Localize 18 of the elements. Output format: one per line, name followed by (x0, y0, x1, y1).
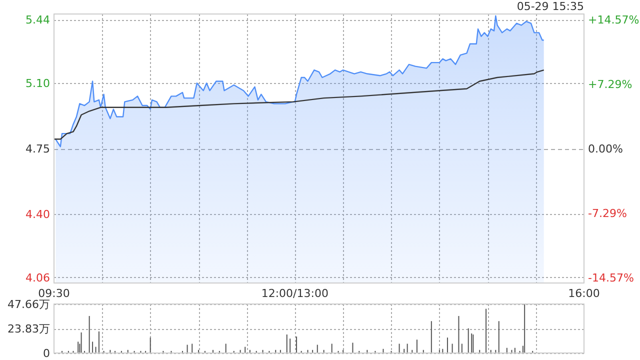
y-tick-label: 5.10 (26, 77, 50, 90)
x-tick-label: 09:30 (38, 287, 70, 300)
y2-tick-label: +7.29% (588, 78, 632, 91)
y2-tick-label: 0.00% (588, 142, 623, 156)
y-tick-label: 4.40 (26, 208, 50, 221)
y-tick-label: 5.44 (26, 14, 50, 27)
x-tick-label: 16:00 (568, 287, 600, 300)
x-tick-label: 12:00/13:00 (261, 287, 328, 300)
y-tick-label: 4.06 (26, 271, 50, 284)
line-series (53, 69, 544, 140)
y-tick-label: 0 (43, 347, 50, 360)
text: 05-29 15:35 (516, 0, 584, 13)
y2-tick-label: +14.57% (588, 14, 640, 27)
y-tick-label: 47.66万 (8, 298, 50, 311)
y-tick-label: 23.83万 (8, 322, 50, 336)
y2-tick-label: -14.57% (588, 271, 634, 284)
y2-tick-label: -7.29% (588, 207, 627, 220)
y-tick-label: 4.75 (26, 142, 50, 156)
